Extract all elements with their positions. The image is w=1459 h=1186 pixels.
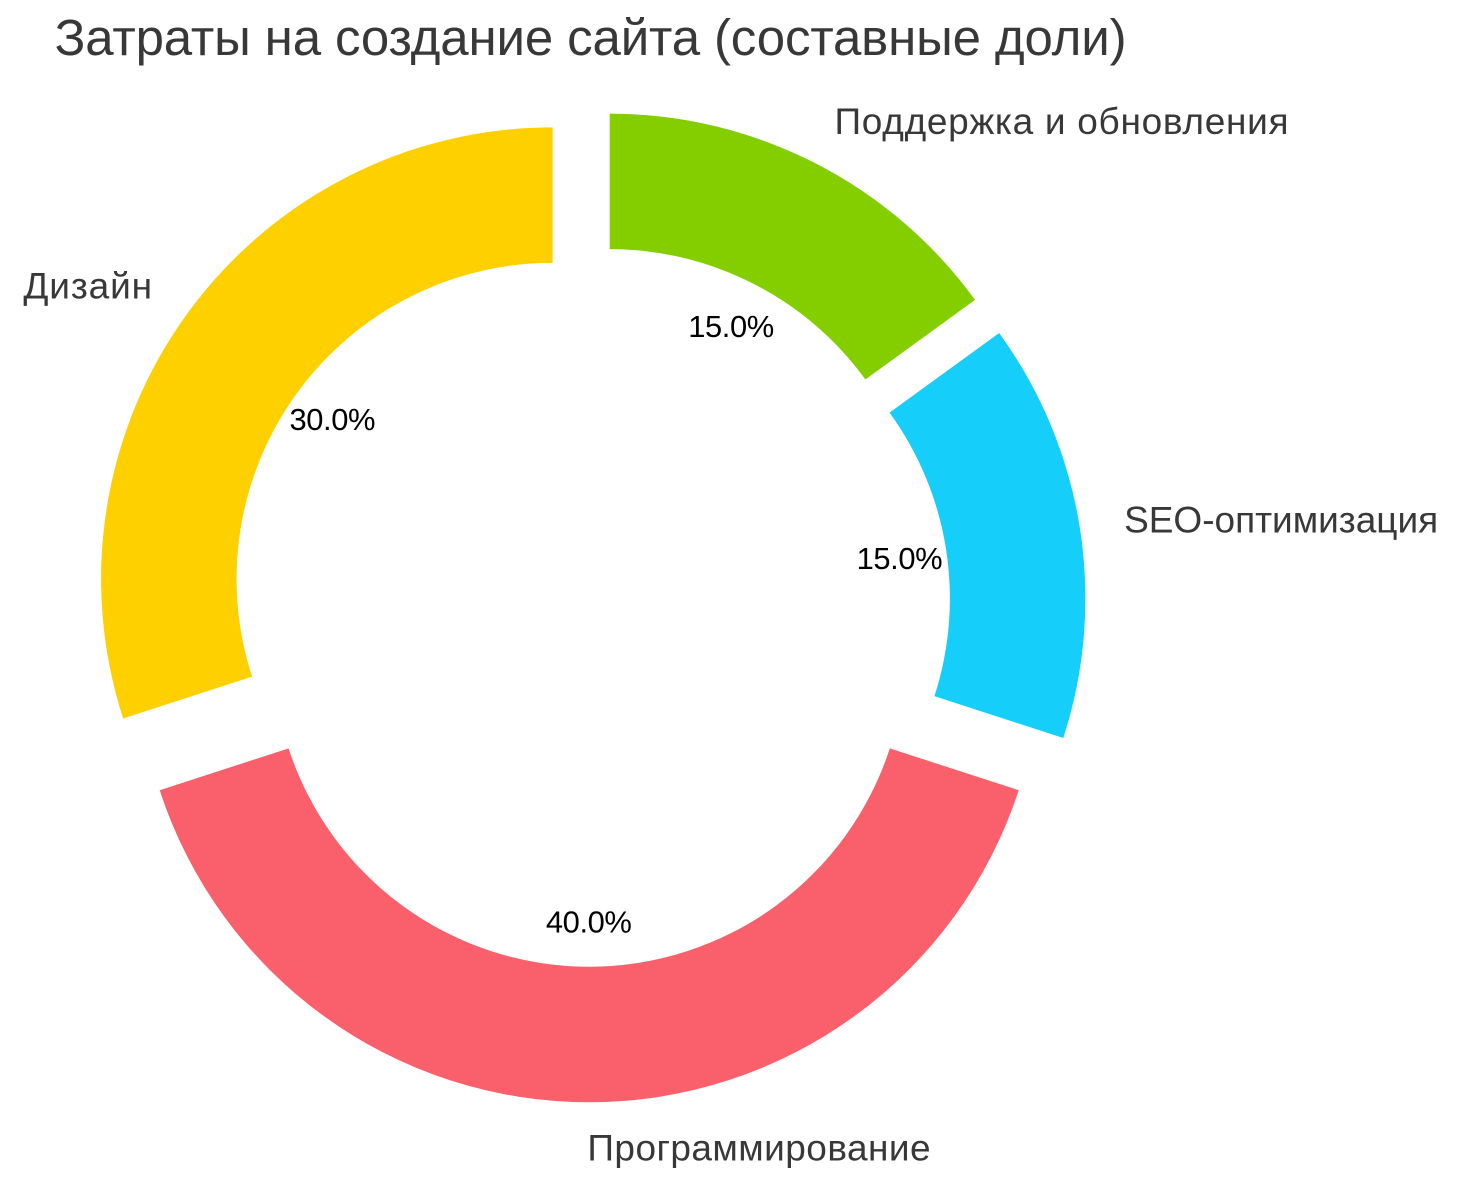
svg-text:Затраты на создание сайта (сос: Затраты на создание сайта (составные дол… (55, 9, 1127, 66)
svg-text:Поддержка и обновления: Поддержка и обновления (835, 101, 1290, 142)
svg-text:Программирование: Программирование (587, 1128, 931, 1169)
svg-text:30.0%: 30.0% (290, 402, 376, 437)
svg-text:40.0%: 40.0% (546, 905, 632, 940)
svg-text:SEO-оптимизация: SEO-оптимизация (1124, 500, 1438, 541)
svg-text:Дизайн: Дизайн (23, 265, 153, 306)
svg-text:15.0%: 15.0% (857, 541, 943, 576)
svg-text:15.0%: 15.0% (688, 309, 774, 344)
